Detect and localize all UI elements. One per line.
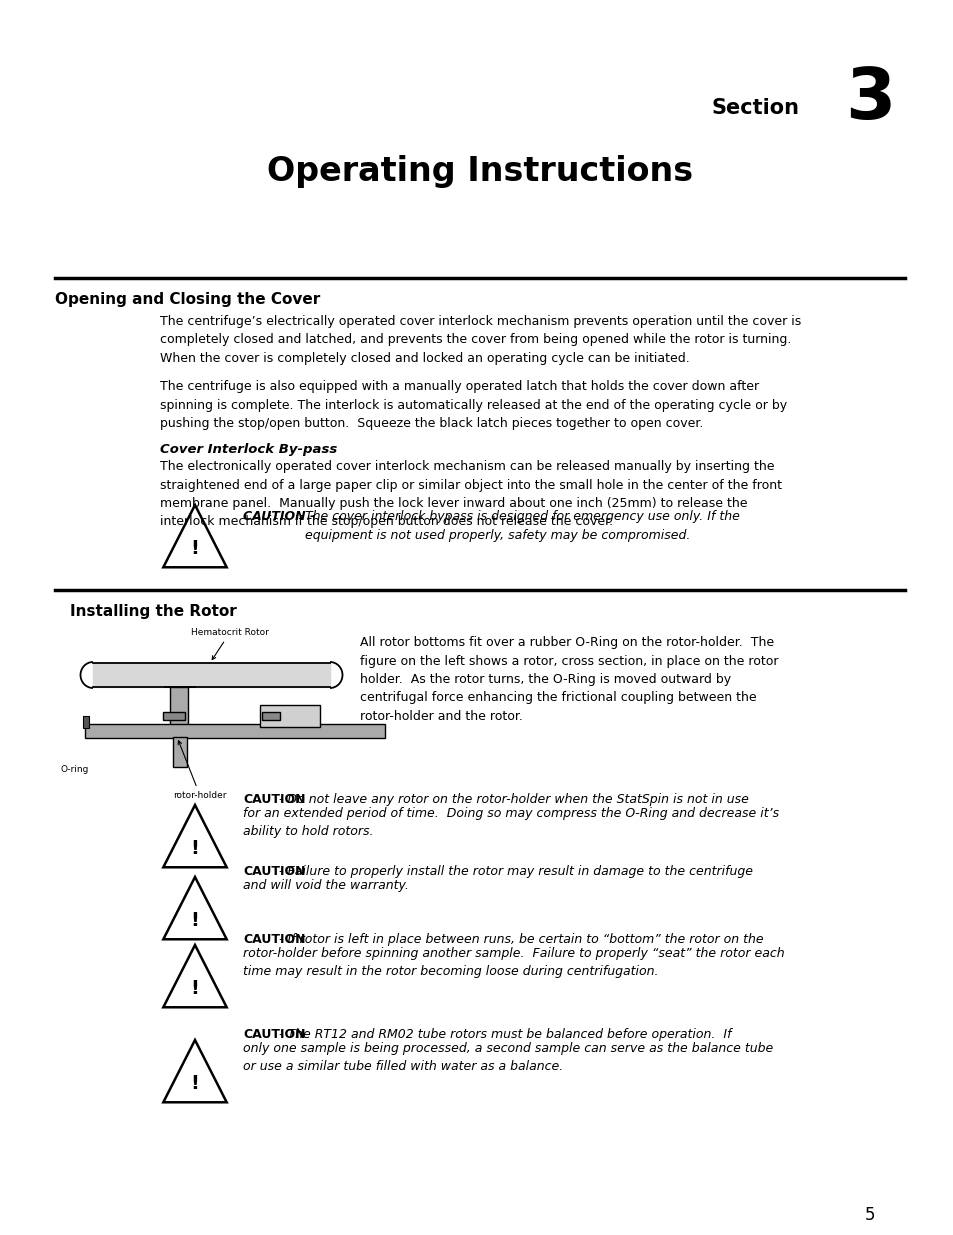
- Text: Cover Interlock By-pass: Cover Interlock By-pass: [160, 443, 337, 456]
- Text: All rotor bottoms fit over a rubber O-Ring on the rotor-holder.  The
figure on t: All rotor bottoms fit over a rubber O-Ri…: [359, 636, 778, 722]
- Text: Operating Instructions: Operating Instructions: [267, 156, 692, 189]
- Bar: [260, 705, 319, 727]
- Text: The cover interlock bypass is designed for emergency use only. If the
equipment : The cover interlock bypass is designed f…: [305, 510, 740, 541]
- Text: !: !: [191, 910, 199, 930]
- Text: Installing the Rotor: Installing the Rotor: [70, 604, 236, 619]
- Text: The centrifuge is also equipped with a manually operated latch that holds the co: The centrifuge is also equipped with a m…: [160, 380, 786, 430]
- Text: Hematocrit Rotor: Hematocrit Rotor: [191, 629, 269, 659]
- Text: !: !: [191, 1073, 199, 1093]
- Text: rotor-holder before spinning another sample.  Failure to properly “seat” the rot: rotor-holder before spinning another sam…: [243, 947, 783, 978]
- Bar: [170, 687, 188, 735]
- Text: - If rotor is left in place between runs, be certain to “bottom” the rotor on th: - If rotor is left in place between runs…: [279, 932, 763, 946]
- Text: for an extended period of time.  Doing so may compress the O-Ring and decrease i: for an extended period of time. Doing so…: [243, 806, 779, 839]
- Text: CAUTION -: CAUTION -: [243, 510, 319, 522]
- Bar: [85, 724, 385, 739]
- Text: CAUTION: CAUTION: [243, 793, 305, 806]
- Text: Opening and Closing the Cover: Opening and Closing the Cover: [55, 291, 320, 308]
- Bar: [163, 713, 185, 720]
- Text: Section: Section: [711, 98, 800, 119]
- Text: CAUTION: CAUTION: [243, 932, 305, 946]
- Text: The centrifuge’s electrically operated cover interlock mechanism prevents operat: The centrifuge’s electrically operated c…: [160, 315, 801, 366]
- Bar: [172, 737, 187, 767]
- Text: 5: 5: [863, 1207, 874, 1224]
- Text: 3: 3: [844, 65, 894, 135]
- Text: CAUTION: CAUTION: [243, 864, 305, 878]
- Bar: [92, 663, 330, 687]
- Text: !: !: [191, 978, 199, 998]
- Text: - Failure to properly install the rotor may result in damage to the centrifuge: - Failure to properly install the rotor …: [279, 864, 753, 878]
- Text: !: !: [191, 839, 199, 857]
- Text: only one sample is being processed, a second sample can serve as the balance tub: only one sample is being processed, a se…: [243, 1042, 773, 1073]
- Text: and will void the warranty.: and will void the warranty.: [243, 879, 409, 892]
- Bar: [83, 716, 89, 727]
- Text: - Do not leave any rotor on the rotor-holder when the StatSpin is not in use: - Do not leave any rotor on the rotor-ho…: [279, 793, 748, 806]
- Text: The electronically operated cover interlock mechanism can be released manually b: The electronically operated cover interl…: [160, 459, 781, 529]
- Text: O-ring: O-ring: [61, 764, 90, 774]
- Text: - The RT12 and RM02 tube rotors must be balanced before operation.  If: - The RT12 and RM02 tube rotors must be …: [279, 1028, 731, 1041]
- Text: !: !: [191, 538, 199, 558]
- Text: rotor-holder: rotor-holder: [173, 741, 227, 800]
- Text: CAUTION: CAUTION: [243, 1028, 305, 1041]
- Bar: [262, 713, 280, 720]
